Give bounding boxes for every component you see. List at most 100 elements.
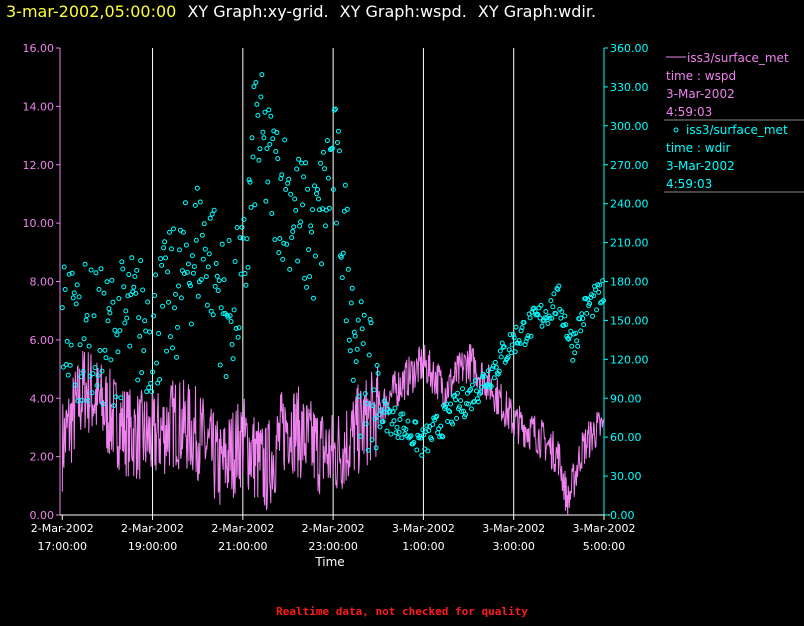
wdir-point [394, 424, 400, 430]
wdir-point [439, 433, 445, 439]
wdir-point [590, 313, 596, 319]
wdir-point [472, 378, 478, 383]
wdir-point [373, 445, 379, 451]
wdir-point [290, 229, 296, 234]
wdir-point [132, 274, 138, 279]
wdir-point [77, 342, 83, 348]
wdir-point [539, 323, 545, 329]
left-tick-label: 12.00 [23, 159, 55, 172]
wdir-point [331, 107, 337, 113]
wdir-point [69, 270, 75, 276]
wdir-point [485, 368, 491, 374]
wdir-point [297, 223, 303, 229]
wdir-point [370, 403, 376, 409]
wdir-point [349, 285, 355, 291]
wdir-point [344, 206, 350, 212]
wdir-point [82, 261, 88, 267]
legend: iss3/surface_met time : wspd 3-Mar-2002 … [664, 51, 804, 193]
wdir-point [210, 312, 216, 318]
wdir-point [133, 290, 139, 296]
wdir-point [545, 321, 551, 326]
wdir-point [347, 348, 353, 354]
wdir-point [563, 322, 569, 328]
wdir-point [205, 264, 211, 270]
x-tick-date: 2-Mar-2002 [121, 522, 184, 535]
wdir-point [391, 418, 397, 424]
wdir-point [537, 315, 543, 321]
wdir-point [356, 393, 362, 399]
wdir-point [380, 419, 386, 425]
wdir-point [547, 315, 553, 321]
wdir-point [355, 317, 361, 323]
wdir-point [490, 363, 496, 369]
wdir-point [212, 283, 218, 289]
wdir-point [407, 434, 413, 440]
legend-wdir-time: 4:59:03 [666, 177, 712, 191]
wdir-point [114, 332, 120, 338]
wdir-point [366, 352, 372, 358]
wdir-point [180, 229, 186, 235]
wdir-point [329, 145, 335, 151]
wdir-point [462, 414, 467, 420]
wdir-point [375, 370, 381, 376]
wdir-point [403, 426, 409, 432]
wdir-point [72, 382, 78, 388]
wdir-point [192, 202, 198, 208]
wdir-point [364, 401, 370, 406]
wdir-point [219, 241, 225, 247]
wdir-point [172, 305, 177, 311]
legend-wdir-field: time : wdir [666, 141, 731, 155]
wdir-point [253, 80, 259, 85]
wdir-point [527, 315, 533, 321]
wdir-point [584, 310, 590, 316]
wdir-point [512, 349, 518, 355]
wdir-point [211, 207, 217, 213]
wdir-point [518, 328, 524, 334]
wdir-point [307, 274, 313, 280]
wdir-point [79, 397, 85, 403]
right-tick-label: 60.00 [610, 431, 642, 444]
wdir-point [108, 357, 114, 363]
wdir-point [221, 277, 227, 283]
wdir-point [340, 250, 346, 256]
wdir-point [160, 303, 166, 309]
wdir-point [81, 336, 87, 342]
wdir-point [226, 238, 232, 243]
wdir-point [361, 312, 367, 318]
wdir-point [122, 320, 128, 326]
wdir-point [109, 277, 115, 283]
wdir-point [111, 403, 117, 409]
wdir-point [207, 215, 213, 221]
wdir-point [87, 373, 93, 379]
legend-wspd-time: 4:59:03 [666, 105, 712, 119]
wdir-point [334, 140, 340, 145]
wdir-point [353, 359, 359, 365]
wdir-point [260, 129, 266, 135]
wdir-point [304, 284, 310, 290]
wdir-point [538, 302, 544, 308]
wdir-point [256, 157, 262, 163]
wdir-point [163, 255, 168, 261]
wdir-point [242, 271, 248, 276]
wdir-point [549, 315, 555, 321]
wdir-point [335, 128, 341, 134]
wdir-point [511, 335, 517, 341]
wdir-point [551, 291, 557, 297]
wdir-point [463, 412, 468, 417]
wdir-point [265, 179, 271, 185]
wdir-point [600, 278, 606, 284]
right-tick-label: 0.00 [610, 509, 635, 522]
left-tick-label: 10.00 [23, 217, 55, 230]
wdir-point [255, 112, 261, 118]
wdir-point [142, 318, 148, 324]
wdir-point [279, 172, 285, 178]
wdir-point [157, 377, 163, 382]
wdir-point [587, 301, 593, 306]
wdir-point [314, 191, 319, 197]
wdir-point [215, 288, 221, 294]
wdir-point [165, 269, 170, 275]
wdir-point [251, 84, 257, 90]
wdir-point [396, 429, 402, 435]
legend-wspd-field: time : wspd [666, 69, 736, 83]
wdir-point [67, 362, 73, 368]
